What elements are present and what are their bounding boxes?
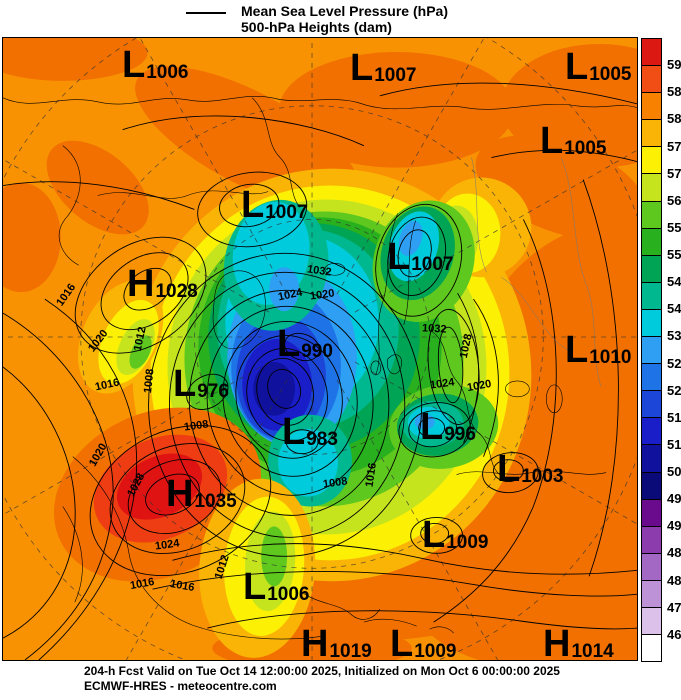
colorbar-cell [642,635,661,662]
colorbar-tick-label: 504 [667,464,681,480]
colorbar-tick-label: 546 [667,274,681,290]
colorbar-tick-label: 522 [667,382,681,398]
map-field [3,38,637,660]
forecast-caption: 204-h Fcst Valid on Tue Oct 14 12:00:00 … [84,664,560,694]
map-legend: Mean Sea Level Pressure (hPa) 500-hPa He… [186,3,448,35]
coastlines [3,95,637,640]
colorbar-tick-label: 552 [667,247,681,263]
legend-label-heights: 500-hPa Heights (dam) [241,19,392,35]
colorbar-tick-label: 498 [667,491,681,507]
colorbar-cell [642,201,661,229]
colorbar-cell [642,418,661,446]
colorbar-cell [642,39,661,67]
borders [471,157,602,387]
height-colorbar [641,38,662,662]
colorbar-cell [642,553,661,581]
colorbar-cell [642,309,661,338]
colorbar-tick-label: 474 [667,599,681,615]
colorbar-labels: 594 588 582 576 570 564 558 552 546 540 534 528 522 5… [667,38,681,662]
colorbar-cell [642,174,661,202]
map-canvas [2,37,638,661]
colorbar-cell [642,337,661,365]
colorbar-cell [642,228,661,256]
colorbar-tick-label: 570 [667,165,681,181]
colorbar-cell [642,282,661,310]
mslp-line-symbol [186,12,226,14]
colorbar-tick-label: 480 [667,572,681,588]
colorbar-tick-label: 486 [667,545,681,561]
colorbar-tick-label: 468 [667,626,681,642]
colorbar-tick-label: 516 [667,409,681,425]
colorbar-tick-label: 594 [667,57,681,73]
colorbar-tick-label: 558 [667,219,681,235]
colorbar-tick-label: 564 [667,192,681,208]
colorbar-cell [642,66,661,94]
forecast-valid-text: 204-h Fcst Valid on Tue Oct 14 12:00:00 … [84,664,560,678]
colorbar-cell [642,472,661,500]
colorbar-tick-label: 492 [667,518,681,534]
colorbar-tick-label: 534 [667,328,681,344]
colorbar-tick-label: 510 [667,436,681,452]
colorbar-cell [642,499,661,527]
colorbar-tick-label: 582 [667,111,681,127]
colorbar-cell [642,526,661,554]
colorbar-tick-label: 528 [667,355,681,371]
colorbar-cell [642,391,661,419]
colorbar-cell [642,445,661,473]
colorbar-tick-label: 588 [667,84,681,100]
model-source-text: ECMWF-HRES - meteocentre.com [84,679,277,693]
colorbar-cell [642,147,661,175]
colorbar-cell [642,93,661,121]
colorbar-cell [642,580,661,608]
colorbar-tick-label: 540 [667,301,681,317]
colorbar-cell [642,255,661,283]
legend-label-mslp: Mean Sea Level Pressure (hPa) [241,3,448,19]
isobar-lines [3,82,637,660]
colorbar-cell [642,120,661,148]
colorbar-tick-label: 576 [667,138,681,154]
colorbar-cell [642,607,661,636]
colorbar-cell [642,364,661,392]
